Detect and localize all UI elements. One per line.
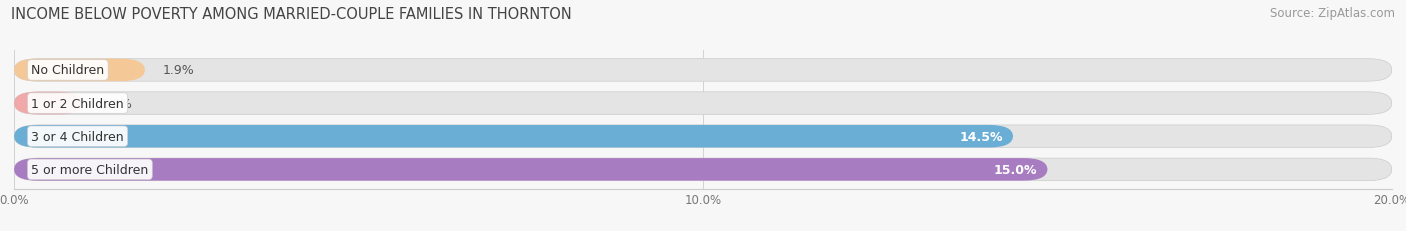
Text: 1.0%: 1.0% [100, 97, 132, 110]
Text: 1.9%: 1.9% [162, 64, 194, 77]
Text: 1 or 2 Children: 1 or 2 Children [31, 97, 124, 110]
Text: INCOME BELOW POVERTY AMONG MARRIED-COUPLE FAMILIES IN THORNTON: INCOME BELOW POVERTY AMONG MARRIED-COUPL… [11, 7, 572, 22]
Text: No Children: No Children [31, 64, 104, 77]
FancyBboxPatch shape [14, 158, 1047, 181]
Text: 5 or more Children: 5 or more Children [31, 163, 149, 176]
FancyBboxPatch shape [14, 125, 1392, 148]
FancyBboxPatch shape [14, 59, 1392, 82]
Text: 15.0%: 15.0% [994, 163, 1038, 176]
FancyBboxPatch shape [14, 92, 1392, 115]
FancyBboxPatch shape [14, 92, 83, 115]
Text: 14.5%: 14.5% [959, 130, 1002, 143]
FancyBboxPatch shape [14, 125, 1012, 148]
FancyBboxPatch shape [14, 59, 145, 82]
Text: Source: ZipAtlas.com: Source: ZipAtlas.com [1270, 7, 1395, 20]
FancyBboxPatch shape [14, 158, 1392, 181]
Text: 3 or 4 Children: 3 or 4 Children [31, 130, 124, 143]
